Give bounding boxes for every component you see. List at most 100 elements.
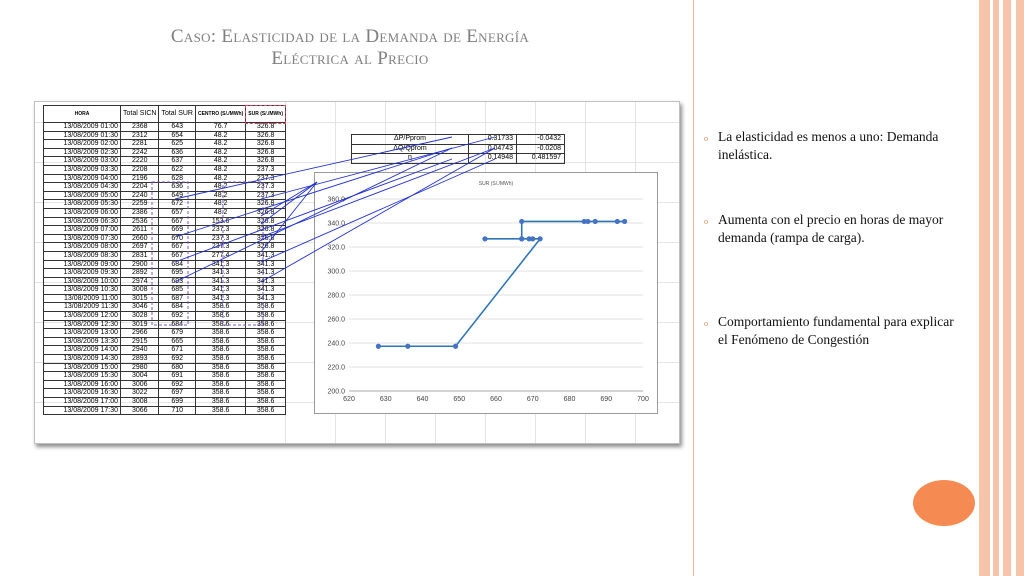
table-row: 13/08/2009 15:00 2980 680 358.6 358.6 <box>43 362 286 373</box>
table-cell: 13/08/2009 03:00 <box>43 156 121 166</box>
table-cell: 358.6 <box>245 362 286 373</box>
table-cell: 76.7 <box>194 122 247 132</box>
y-tick-label: 340.0 <box>327 221 345 228</box>
deco-stripe-2 <box>993 0 999 576</box>
table-row: 13/08/2009 01:30 2312 654 48.2 326.8 <box>43 130 286 141</box>
data-point <box>375 343 381 349</box>
table-cell: 13/08/2009 10:00 <box>43 276 121 287</box>
table-cell: 13/08/2009 07:00 <box>43 225 121 235</box>
table-cell: 358.6 <box>245 319 286 330</box>
table-cell: 341.3 <box>194 293 247 304</box>
x-tick-label: 690 <box>600 396 612 403</box>
table-cell: 643 <box>158 122 196 132</box>
slide-title: Caso: Elasticidad de la Demanda de Energ… <box>60 26 640 70</box>
y-tick-label: 240.0 <box>327 341 345 348</box>
table-cell: 637 <box>158 156 196 166</box>
header-total-sur: Total SUR <box>158 105 196 123</box>
table-cell: 2611 <box>119 225 160 235</box>
table-cell: 237.3 <box>194 242 247 252</box>
x-tick-label: 680 <box>564 396 576 403</box>
table-cell: 2196 <box>119 173 160 184</box>
table-cell: 628 <box>158 173 196 184</box>
table-cell: 13/08/2009 06:00 <box>43 207 121 218</box>
table-cell: 13/08/2009 02:30 <box>43 147 121 158</box>
table-cell: 3004 <box>119 371 160 381</box>
table-cell: 48.2 <box>194 130 247 141</box>
table-cell: 2204 <box>119 182 160 192</box>
table-row: 13/08/2009 11:00 3015 687 341.3 341.3 <box>43 293 286 304</box>
data-table: HORA Total SICN Total SUR CENTRO (S/./MW… <box>43 104 287 416</box>
bullet-text: Comportamiento fundamental para explicar… <box>718 314 954 347</box>
bullet-item: o Comportamiento fundamental para explic… <box>704 313 958 348</box>
table-cell: 667 <box>158 250 196 261</box>
elas-value: 0.481597 <box>516 153 565 164</box>
table-cell: 2974 <box>119 276 160 287</box>
series-line <box>378 220 625 348</box>
table-cell: 684 <box>158 302 196 313</box>
table-cell: 695 <box>158 268 196 278</box>
table-cell: 636 <box>158 182 196 192</box>
table-cell: 326.8 <box>245 130 286 141</box>
data-point <box>614 218 620 225</box>
table-cell: 2368 <box>119 122 160 132</box>
table-cell: 2220 <box>119 156 160 166</box>
table-row: 13/08/2009 06:00 2386 657 48.2 326.8 <box>43 207 286 218</box>
table-cell: 2281 <box>119 139 160 149</box>
table-cell: 326.8 <box>245 242 286 252</box>
table-cell: 358.6 <box>194 388 247 398</box>
table-cell: 358.6 <box>245 371 286 381</box>
table-cell: 2831 <box>119 250 160 261</box>
table-cell: 358.6 <box>245 336 286 347</box>
table-row: 13/08/2009 05:00 2240 649 48.2 237.3 <box>43 190 286 201</box>
table-cell: 358.6 <box>194 302 247 313</box>
table-cell: 326.8 <box>245 216 286 227</box>
table-cell: 679 <box>158 328 196 338</box>
elas-label-dq: ΔQ/Qprom <box>351 143 469 154</box>
table-cell: 13/08/2009 01:00 <box>43 122 121 132</box>
table-cell: 692 <box>158 354 196 364</box>
data-point <box>537 236 543 242</box>
table-cell: 358.6 <box>245 302 286 313</box>
table-cell: 2660 <box>119 233 160 244</box>
table-cell: 48.2 <box>194 156 247 166</box>
table-cell: 358.6 <box>194 371 247 381</box>
table-row: 13/08/2009 01:00 2368 643 76.7 326.8 <box>43 122 286 132</box>
y-tick-label: 220.0 <box>327 365 345 372</box>
table-cell: 326.8 <box>245 147 286 158</box>
bullet-marker-icon: o <box>704 134 708 143</box>
table-cell: 622 <box>158 164 196 175</box>
table-cell: 684 <box>158 319 196 330</box>
table-cell: 2697 <box>119 242 160 252</box>
table-cell: 3008 <box>119 397 160 407</box>
table-cell: 13/08/2009 15:00 <box>43 362 121 373</box>
data-point <box>482 236 488 242</box>
table-cell: 48.2 <box>194 139 247 149</box>
table-cell: 2259 <box>119 199 160 209</box>
table-cell: 48.2 <box>194 173 247 184</box>
header-hora: HORA <box>43 105 121 123</box>
elas-value: -0.0432 <box>516 134 565 145</box>
table-cell: 2966 <box>119 328 160 338</box>
elas-value: 0.31733 <box>468 134 517 145</box>
x-tick-label: 700 <box>637 396 649 403</box>
table-row: 13/08/2009 07:30 2660 670 237.3 326.8 <box>43 233 286 244</box>
data-point <box>530 236 536 242</box>
table-row: 13/08/2009 10:00 2974 693 341.3 341.3 <box>43 276 286 287</box>
table-cell: 326.8 <box>245 139 286 149</box>
bullet-text: Aumenta con el precio en horas de mayor … <box>718 212 944 245</box>
table-cell: 669 <box>158 225 196 235</box>
data-point <box>519 218 525 225</box>
table-cell: 358.6 <box>194 362 247 373</box>
table-cell: 692 <box>158 379 196 390</box>
table-row: 13/08/2009 16:00 3006 692 358.6 358.6 <box>43 379 286 390</box>
table-cell: 2312 <box>119 130 160 141</box>
table-row: 13/08/2009 11:30 3046 684 358.6 358.6 <box>43 302 286 313</box>
table-row: 13/08/2009 08:30 2831 667 277.4 341.3 <box>43 250 286 261</box>
table-cell: 341.3 <box>245 276 286 287</box>
data-point <box>585 218 591 225</box>
table-cell: 341.3 <box>245 259 286 270</box>
table-cell: 625 <box>158 139 196 149</box>
table-cell: 13/08/2009 13:00 <box>43 328 121 338</box>
table-cell: 3046 <box>119 302 160 313</box>
table-cell: 358.6 <box>245 345 286 356</box>
